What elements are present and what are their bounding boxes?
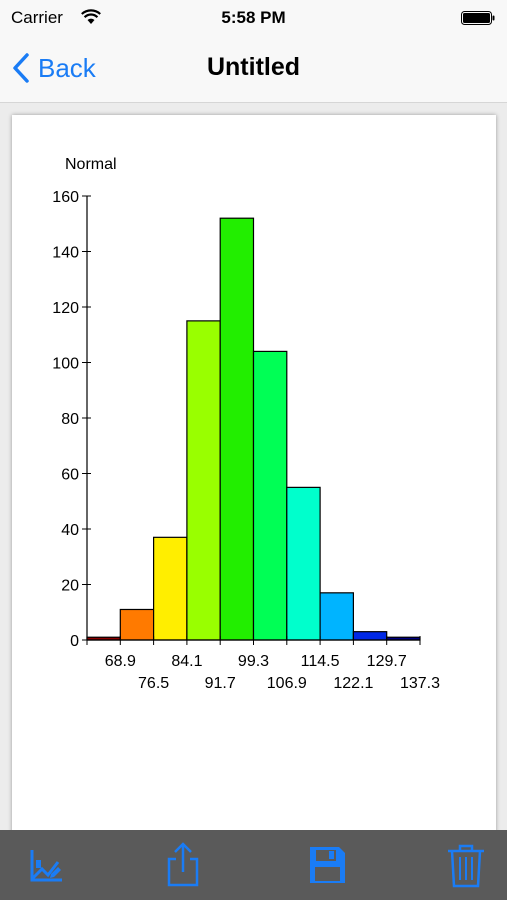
x-tick-label: 137.3: [400, 675, 440, 692]
x-tick-label: 106.9: [267, 675, 307, 692]
histogram-bar: [153, 536, 188, 641]
x-tick-label: 91.7: [205, 675, 236, 692]
y-tick-label: 80: [61, 411, 79, 428]
chart-title: Normal: [65, 156, 117, 173]
x-tick-label: 76.5: [138, 675, 169, 692]
back-button-label: Back: [38, 52, 96, 83]
histogram-bar: [219, 217, 255, 641]
histogram-bar: [186, 320, 221, 641]
x-tick-label: 68.9: [105, 653, 136, 670]
x-axis: 68.976.584.191.799.3 106.9 114.5 122.1 129.7…: [86, 636, 440, 692]
y-tick-label: 20: [61, 578, 79, 595]
trash-icon[interactable]: [444, 842, 488, 888]
histogram-bar: [286, 486, 321, 641]
y-tick-label: 140: [52, 245, 79, 262]
x-tick-label: 99.3: [238, 653, 269, 670]
carrier-label: Carrier: [11, 8, 63, 27]
x-tick-label: 84.1: [171, 653, 202, 670]
x-tick-label: 122.1: [333, 675, 373, 692]
chevron-left-icon: [13, 53, 29, 83]
histogram-bar: [252, 350, 288, 641]
y-tick-label: 60: [61, 467, 79, 484]
y-tick-label: 100: [52, 356, 79, 373]
page-title: Untitled: [206, 53, 301, 81]
battery-icon: [461, 11, 495, 25]
wifi-icon: [81, 9, 101, 24]
share-icon[interactable]: [161, 842, 205, 888]
status-bar: Carrier 5:58 PM: [0, 0, 507, 36]
histogram-bar: [119, 608, 155, 641]
y-tick-label: 0: [70, 633, 79, 650]
back-button[interactable]: Back: [12, 50, 96, 86]
edit-chart-icon[interactable]: [24, 842, 68, 888]
y-tick-label: 120: [52, 300, 79, 317]
chart-card: Normal 0 20 40 60 80 100 120 140 160 68.9 76.5 84.…: [12, 115, 496, 855]
status-time: 5:58 PM: [221, 8, 286, 27]
histogram-bar: [319, 592, 355, 641]
x-tick-label: 114.5: [301, 653, 340, 670]
bottom-toolbar: [0, 830, 507, 900]
histogram-chart: Normal 0 20 40 60 80 100 120 140 160 68.976.584.…: [52, 156, 440, 692]
save-icon[interactable]: [305, 842, 349, 888]
navigation-bar: Back Untitled: [0, 36, 507, 103]
histogram-bars: [86, 217, 421, 641]
y-axis: 0 20 40 60 80 100 120 140 160: [52, 189, 91, 650]
x-tick-label: 129.7: [367, 653, 407, 670]
histogram-bar: [352, 631, 388, 641]
y-tick-label: 160: [52, 189, 79, 206]
y-tick-label: 40: [61, 522, 79, 539]
